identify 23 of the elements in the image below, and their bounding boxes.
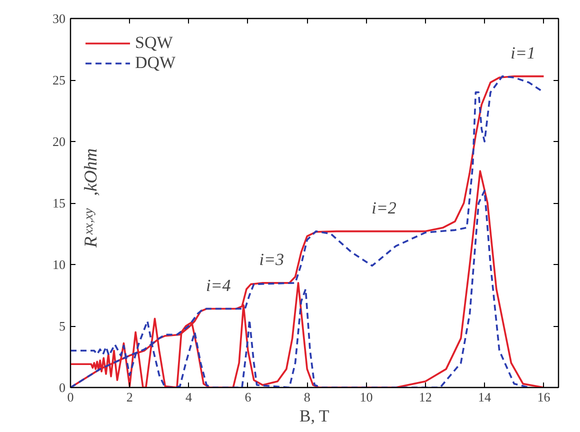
x-tick-label: 6 xyxy=(244,390,252,404)
x-tick-label: 16 xyxy=(537,390,551,404)
y-tick-label: 20 xyxy=(52,134,66,149)
annotation: i=1 xyxy=(510,43,536,62)
legend-label: SQW xyxy=(135,33,173,53)
legend-label: DQW xyxy=(135,53,176,73)
x-tick-label: 14 xyxy=(478,390,492,404)
y-tick-label: 0 xyxy=(59,380,66,395)
annotation: i=2 xyxy=(372,198,397,218)
y-tick-label: 15 xyxy=(52,196,66,210)
y-axis-title: Rxx,xy ,kOhm xyxy=(80,148,100,248)
x-tick-label: 2 xyxy=(126,390,133,404)
y-tick-label: 25 xyxy=(52,72,66,88)
y-tick-label: 5 xyxy=(59,318,66,334)
annotation: i=4 xyxy=(206,276,232,295)
y-tick-label: 10 xyxy=(52,257,66,272)
annotation: i=3 xyxy=(259,250,284,269)
x-tick-label: 4 xyxy=(186,390,193,404)
x-tick-label: 12 xyxy=(418,390,432,404)
x-axis-title: B, T xyxy=(299,406,330,426)
x-tick-label: 10 xyxy=(360,390,373,404)
y-tick-label: 30 xyxy=(52,11,66,26)
x-tick-label: 8 xyxy=(304,390,310,404)
